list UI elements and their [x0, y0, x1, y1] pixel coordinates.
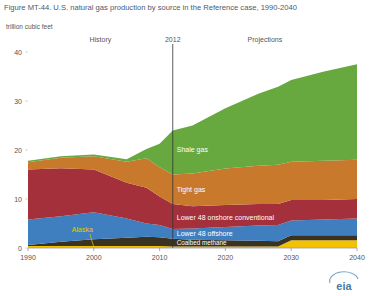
y-tick-label: 40 [14, 49, 22, 56]
series-label: Tight gas [177, 186, 206, 194]
x-tick-label: 2040 [349, 254, 365, 261]
divider-label: 2012 [165, 36, 181, 43]
series-label: Coalbed methane [177, 239, 227, 246]
x-axis [28, 248, 357, 249]
series-label: Alaska [72, 226, 93, 233]
x-tick [357, 248, 358, 251]
annotation: Projections [248, 36, 283, 44]
y-tick [25, 199, 28, 200]
y-tick [25, 248, 28, 249]
x-tick [28, 248, 29, 251]
x-tick-label: 1990 [20, 254, 36, 261]
x-tick-label: 2010 [152, 254, 168, 261]
divider-line [172, 44, 173, 248]
x-tick-label: 2000 [86, 254, 102, 261]
title: Figure MT-44. U.S. natural gas productio… [4, 3, 297, 12]
x-tick [225, 248, 226, 251]
x-tick [159, 248, 160, 251]
y-tick-label: 20 [14, 147, 22, 154]
series-label: Shale gas [177, 146, 209, 154]
series-label: Lower 48 offshore [177, 230, 233, 237]
chart: Figure MT-44. U.S. natural gas productio… [0, 0, 370, 296]
x-tick-label: 2020 [218, 254, 234, 261]
x-tick [291, 248, 292, 251]
areas [28, 64, 357, 248]
annotation: History [89, 36, 111, 44]
source-logo: eia [336, 280, 352, 292]
y-axis-label: trillion cubic feet [6, 23, 53, 30]
y-tick-label: 30 [14, 98, 22, 105]
y-tick [25, 101, 28, 102]
y-tick [25, 52, 28, 53]
leader-line [90, 234, 94, 247]
series-label: Lower 48 onshore conventional [177, 214, 275, 221]
y-tick [25, 150, 28, 151]
x-tick-label: 2030 [283, 254, 299, 261]
y-tick-label: 0 [18, 245, 22, 252]
x-tick [93, 248, 94, 251]
y-tick-label: 10 [14, 196, 22, 203]
area [28, 64, 357, 174]
